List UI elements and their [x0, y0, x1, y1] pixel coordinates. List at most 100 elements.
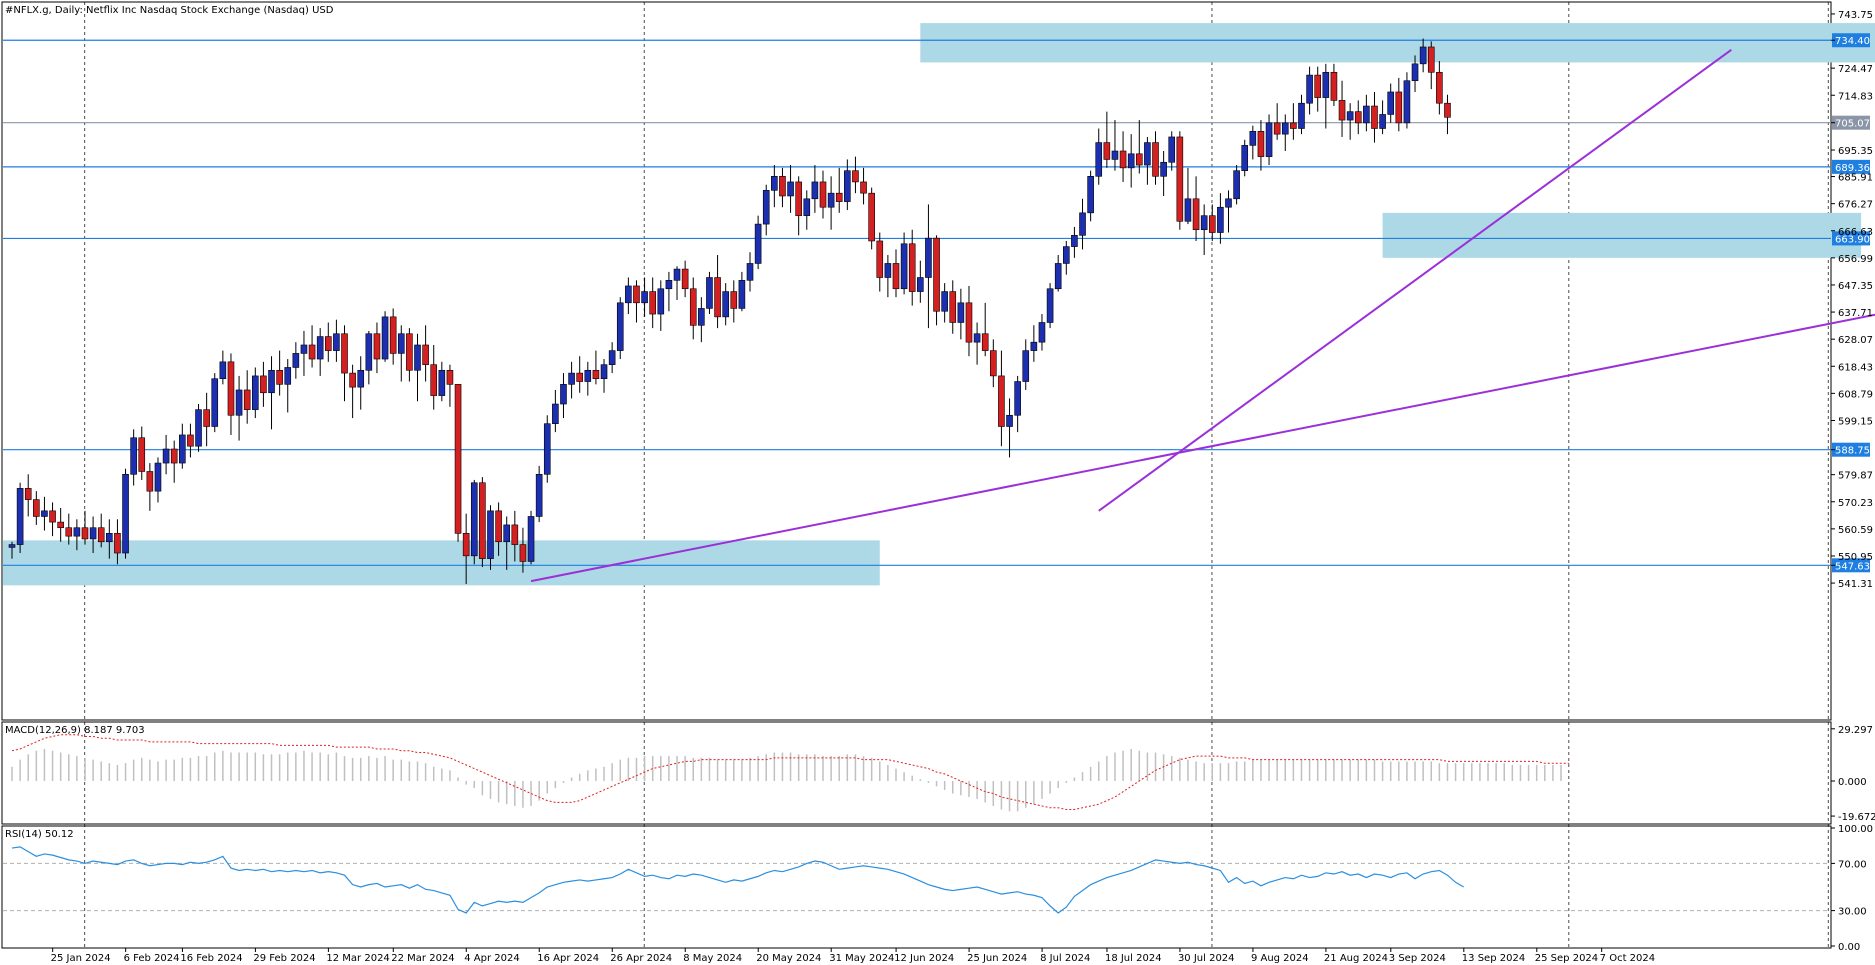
candle-body: [195, 409, 202, 447]
date-axis-tick-label: 16 Feb 2024: [180, 953, 242, 964]
candle-body: [446, 369, 454, 385]
candle-body: [1330, 71, 1338, 101]
candle-body: [973, 333, 981, 343]
date-axis-tick-label: 21 Aug 2024: [1324, 953, 1388, 964]
candle-body: [73, 527, 81, 537]
date-axis-tick-label: 7 Oct 2024: [1600, 953, 1655, 964]
candle-body: [827, 192, 835, 208]
price-axis-tick-label: 666.63: [1838, 227, 1873, 238]
macd-axis-tick-label: 0.000: [1838, 777, 1867, 788]
candle-body: [681, 268, 689, 290]
candle-body: [1200, 215, 1208, 231]
price-axis-tick-label: 637.71: [1838, 308, 1873, 319]
candle-body: [1363, 105, 1370, 124]
price-level-tag-label: 689.36: [1835, 163, 1870, 174]
candle-body: [235, 389, 243, 416]
price-axis-tick-label: 743.75: [1838, 10, 1873, 21]
candle-body: [998, 375, 1005, 427]
candle-body: [81, 527, 89, 540]
candle-body: [1071, 235, 1078, 247]
candle-body: [1419, 46, 1427, 65]
candle-body: [981, 333, 989, 351]
main-panel-frame: [1, 1, 1832, 721]
candle-body: [1217, 206, 1224, 233]
candle-body: [438, 369, 446, 396]
date-axis-tick-label: 25 Jun 2024: [967, 953, 1027, 964]
candle-body: [698, 308, 705, 326]
candle-body: [819, 181, 827, 208]
price-level-tag: [1832, 159, 1870, 174]
candle-body: [365, 333, 373, 371]
date-axis-tick-label: 22 Mar 2024: [391, 953, 454, 964]
candle-body: [479, 482, 486, 559]
candle-body: [414, 344, 421, 371]
macd-label: MACD(12,26,9) 8.187 9.703: [5, 725, 145, 736]
candle-body: [990, 350, 997, 377]
candle-body: [1087, 176, 1094, 214]
price-axis-tick-label: 541.31: [1838, 579, 1873, 590]
candle-body: [1006, 414, 1013, 427]
candle-body: [1079, 212, 1086, 236]
price-level-tag: [1832, 558, 1870, 573]
candle-body: [1265, 122, 1273, 157]
candle-body: [1111, 150, 1119, 160]
candle-body: [203, 409, 210, 427]
price-axis-tick-label: 599.15: [1838, 416, 1873, 427]
candle-body: [1054, 263, 1062, 290]
support-resistance-zones: [3, 23, 1875, 586]
candle-body: [324, 336, 332, 351]
candle-body: [503, 524, 511, 543]
date-axis-tick-label: 25 Jan 2024: [51, 953, 111, 964]
price-axis: 743.75 724.47 714.83 695.35 685.91 676.27 666.…: [1831, 10, 1873, 590]
candle-body: [649, 291, 656, 315]
candle-body: [633, 285, 640, 304]
candle-body: [1306, 74, 1313, 104]
candle-body: [1298, 102, 1305, 129]
price-axis-tick-label: 714.83: [1838, 91, 1873, 102]
candle-body: [495, 510, 502, 543]
candle-body: [357, 369, 365, 388]
candle-body: [146, 471, 154, 492]
date-axis-tick-label: 4 Apr 2024: [464, 953, 519, 964]
candle-body: [381, 316, 389, 360]
candle-body: [487, 510, 494, 559]
candle-body: [1411, 63, 1419, 82]
rsi-line: [11, 846, 1464, 914]
candle-body: [106, 533, 113, 543]
candle-body: [665, 280, 673, 290]
candle-body: [714, 277, 721, 318]
price-level-tag-label: 588.75: [1835, 446, 1870, 457]
candle-body: [1257, 131, 1265, 157]
candle-body: [227, 361, 235, 416]
candle-body: [771, 176, 778, 191]
date-axis-tick-label: 13 Sep 2024: [1462, 953, 1525, 964]
trendlines: [530, 48, 1875, 583]
candle-body: [308, 344, 316, 360]
candle-body: [754, 223, 762, 264]
candle-body: [1208, 215, 1216, 233]
candle-body: [1160, 161, 1167, 177]
candle-body: [673, 268, 681, 281]
candle-body: [292, 353, 300, 368]
candlesticks: [8, 38, 1451, 584]
date-axis-tick-label: 16 Apr 2024: [537, 953, 599, 964]
candle-body: [1046, 288, 1054, 323]
candle-body: [373, 333, 381, 360]
macd-indicator: 29.297 0.000 -19.672: [11, 725, 1875, 823]
price-level-tag: [1832, 442, 1870, 457]
date-axis-tick-label: 26 Apr 2024: [610, 953, 672, 964]
candle-body: [835, 192, 843, 202]
candle-body: [706, 277, 713, 309]
candle-body: [1103, 142, 1111, 160]
rsi-axis-tick-label: 70.00: [1838, 859, 1867, 870]
candle-body: [454, 384, 462, 534]
candle-body: [1387, 91, 1394, 115]
candle-body: [1119, 150, 1127, 169]
chart-title: #NFLX.g, Daily: Netflix Inc Nasdaq Stock…: [5, 5, 334, 16]
rsi-axis-tick-label: 0.00: [1838, 942, 1860, 953]
candle-body: [1314, 74, 1322, 98]
date-axis-tick-label: 30 Jul 2024: [1178, 953, 1235, 964]
candle-body: [787, 181, 794, 197]
candle-body: [860, 181, 867, 194]
